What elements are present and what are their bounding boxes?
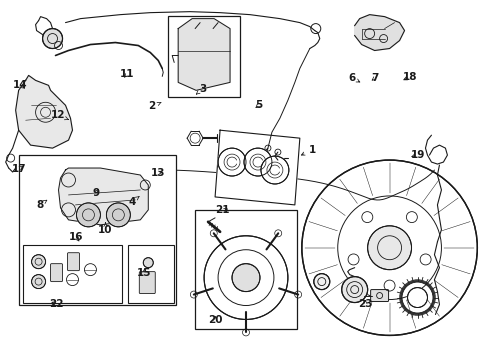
Circle shape — [407, 288, 427, 307]
Text: 14: 14 — [13, 80, 27, 90]
Text: 7: 7 — [371, 73, 378, 83]
Text: 21: 21 — [215, 206, 229, 216]
Circle shape — [32, 255, 45, 269]
Circle shape — [203, 236, 287, 319]
Circle shape — [76, 203, 100, 227]
Text: 5: 5 — [255, 100, 262, 110]
Bar — [22, 245, 122, 302]
FancyBboxPatch shape — [139, 272, 155, 293]
Text: 10: 10 — [98, 222, 113, 235]
Circle shape — [367, 226, 411, 270]
Text: 2: 2 — [148, 102, 161, 112]
Circle shape — [42, 28, 62, 49]
Text: 9: 9 — [93, 188, 100, 198]
Text: 4: 4 — [128, 197, 139, 207]
Circle shape — [32, 275, 45, 289]
Circle shape — [143, 258, 153, 268]
Text: 22: 22 — [49, 299, 64, 309]
Polygon shape — [354, 15, 404, 50]
Text: 8: 8 — [36, 200, 47, 210]
Text: 17: 17 — [12, 163, 26, 174]
Text: 6: 6 — [347, 73, 359, 83]
Circle shape — [244, 148, 271, 176]
Bar — [195, 210, 296, 329]
Polygon shape — [178, 19, 229, 90]
Text: 18: 18 — [402, 72, 417, 82]
Polygon shape — [59, 168, 148, 225]
Text: 13: 13 — [150, 168, 164, 178]
Circle shape — [313, 274, 329, 289]
Text: 11: 11 — [120, 69, 135, 79]
Text: 20: 20 — [207, 315, 222, 325]
Circle shape — [232, 264, 260, 292]
FancyBboxPatch shape — [370, 289, 388, 302]
Text: 16: 16 — [69, 232, 83, 242]
Circle shape — [106, 203, 130, 227]
Text: 1: 1 — [301, 144, 316, 155]
Text: 3: 3 — [196, 84, 206, 94]
Polygon shape — [16, 75, 72, 148]
Text: 15: 15 — [137, 267, 151, 278]
Circle shape — [341, 276, 367, 302]
Text: 12: 12 — [51, 111, 68, 121]
FancyBboxPatch shape — [67, 253, 80, 271]
Circle shape — [261, 156, 288, 184]
FancyBboxPatch shape — [50, 264, 62, 282]
Circle shape — [218, 148, 245, 176]
Bar — [128, 245, 174, 302]
Bar — [168, 15, 240, 97]
Bar — [19, 155, 176, 305]
Polygon shape — [215, 130, 299, 205]
Text: 19: 19 — [409, 150, 424, 160]
Text: 23: 23 — [357, 299, 372, 309]
Circle shape — [301, 160, 476, 336]
